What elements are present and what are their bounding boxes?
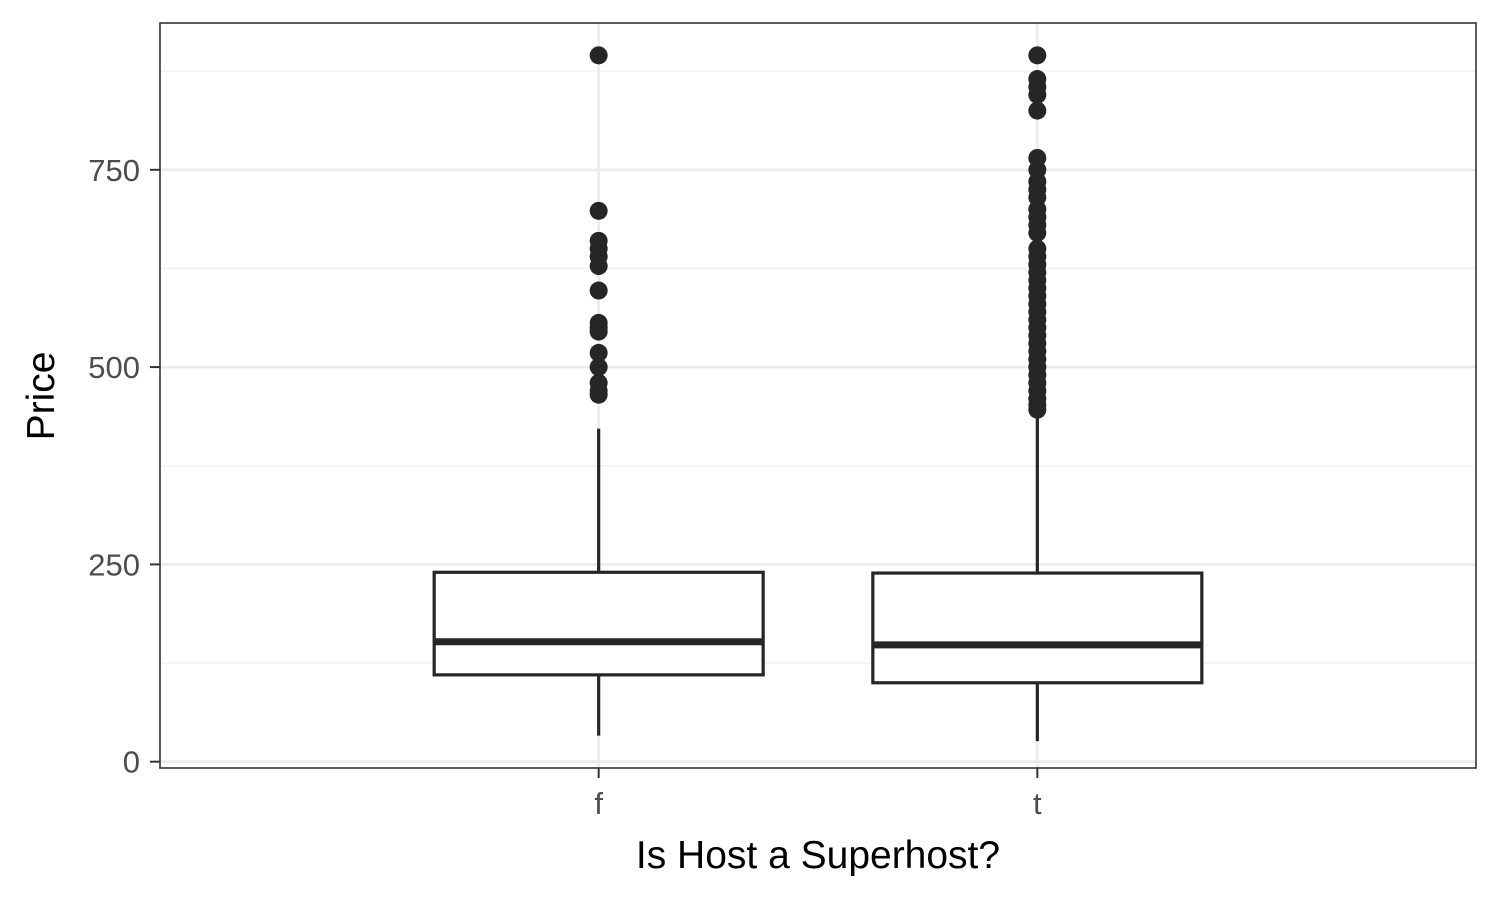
outlier-point <box>1028 101 1047 120</box>
panel-background <box>160 23 1476 768</box>
y-axis: 0 250 500 750 <box>88 153 160 780</box>
box-group-f <box>432 46 765 736</box>
x-axis-title: Is Host a Superhost? <box>636 834 1000 877</box>
y-tick-label: 750 <box>88 153 140 188</box>
outlier-point <box>589 201 608 220</box>
x-tick-label: t <box>1033 786 1042 821</box>
panel-border <box>159 22 1477 769</box>
x-tick-label: f <box>594 786 603 821</box>
outlier-point <box>589 322 608 341</box>
outlier-point <box>1028 85 1047 104</box>
iqr-box <box>432 570 765 677</box>
outlier-point <box>1028 46 1047 65</box>
y-tick-label: 0 <box>123 745 140 780</box>
boxplot-layer <box>432 46 1204 742</box>
box-group-t <box>871 46 1204 742</box>
outlier-point <box>589 281 608 300</box>
y-axis-title: Price <box>20 352 63 441</box>
outlier-point <box>589 385 608 404</box>
outlier-point <box>1028 223 1047 242</box>
y-tick-label: 250 <box>88 547 140 582</box>
outlier-point <box>589 46 608 65</box>
outlier-point <box>589 343 608 362</box>
iqr-box <box>871 571 1204 685</box>
outlier-point <box>589 257 608 276</box>
outlier-point <box>1028 400 1047 419</box>
y-tick-label: 500 <box>88 350 140 385</box>
outlier-point <box>589 358 608 377</box>
